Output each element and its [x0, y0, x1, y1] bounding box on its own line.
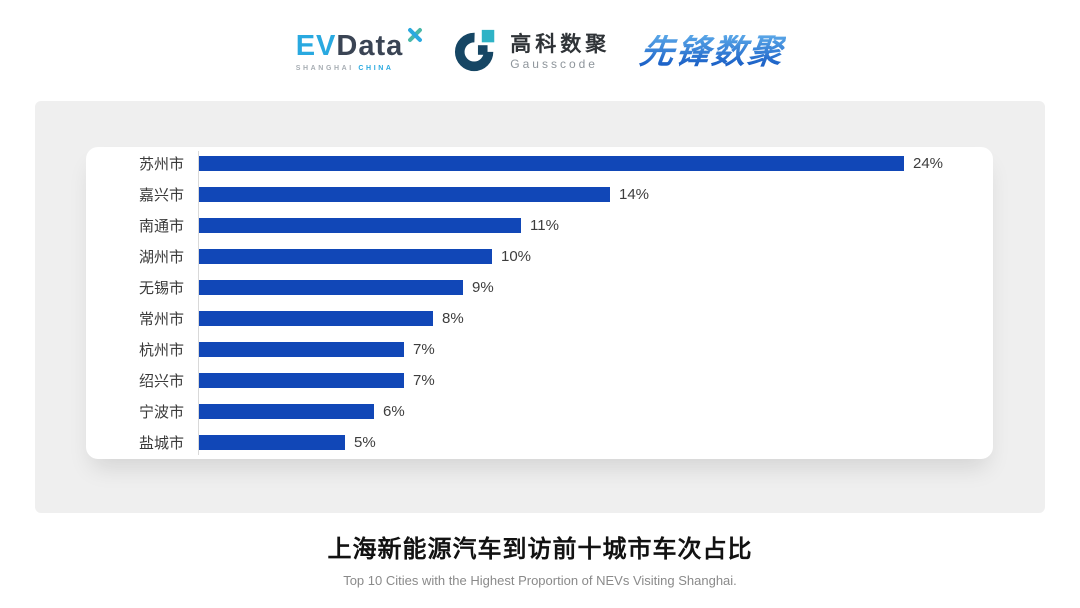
category-label: 南通市 — [138, 218, 184, 235]
bar — [198, 373, 404, 388]
bar — [198, 404, 374, 419]
evdata-subtext-china: CHINA — [358, 65, 394, 72]
chart-row: 盐城市 5% — [86, 427, 993, 458]
evdata-logo: EV Data SHANGHAI CHINA — [295, 27, 425, 72]
evdata-subtext-shanghai: SHANGHAI — [295, 65, 354, 72]
bar-chart: 苏州市 24% 嘉兴市 14% 南通市 11% 湖州市 10% 无锡市 9% 常州市 8% 杭州市 7% 绍… — [86, 147, 993, 459]
bar — [198, 249, 492, 264]
gausscode-wordmark: 高科数聚 Gausscode — [510, 33, 610, 71]
value-label: 6% — [383, 403, 405, 420]
bar-chart-rows: 苏州市 24% 嘉兴市 14% 南通市 11% 湖州市 10% 无锡市 9% 常州市 8% 杭州市 7% 绍… — [86, 148, 993, 458]
category-label: 无锡市 — [138, 280, 184, 297]
evdata-ev-text: EV — [295, 30, 337, 62]
gausscode-logo: 高科数聚 Gausscode — [454, 27, 610, 78]
value-label: 8% — [442, 310, 464, 327]
bar — [198, 342, 404, 357]
chart-row: 苏州市 24% — [86, 148, 993, 179]
bar — [198, 218, 521, 233]
chart-row: 湖州市 10% — [86, 241, 993, 272]
gausscode-g-icon — [454, 27, 500, 78]
bar — [198, 311, 433, 326]
bar — [198, 156, 904, 171]
y-axis-line — [198, 151, 199, 455]
bar — [198, 435, 345, 450]
value-label: 14% — [619, 186, 650, 203]
category-label: 绍兴市 — [138, 373, 184, 390]
chart-panel: 苏州市 24% 嘉兴市 14% 南通市 11% 湖州市 10% 无锡市 9% 常州市 8% 杭州市 7% 绍… — [35, 101, 1045, 513]
gausscode-name-cn: 高科数聚 — [510, 32, 611, 56]
category-label: 嘉兴市 — [138, 187, 184, 204]
chart-row: 宁波市 6% — [86, 396, 993, 427]
category-label: 宁波市 — [138, 404, 184, 421]
pioneer-logo: 先锋数聚 — [637, 33, 787, 71]
logo-bar: EV Data SHANGHAI CHINA 高科数聚 Gausscode 先 — [0, 22, 1080, 82]
evdata-x-icon — [406, 26, 424, 44]
evdata-wordmark: EV Data — [295, 27, 425, 62]
category-label: 常州市 — [138, 311, 184, 328]
chart-title: 上海新能源汽车到访前十城市车次占比 — [327, 536, 753, 563]
gausscode-name-en: Gausscode — [510, 57, 598, 72]
value-label: 11% — [530, 217, 559, 234]
value-label: 5% — [354, 434, 376, 451]
category-label: 杭州市 — [138, 342, 184, 359]
evdata-subtext: SHANGHAI CHINA — [296, 65, 394, 72]
bar — [198, 280, 463, 295]
value-label: 24% — [913, 155, 944, 172]
evdata-data-text: Data — [336, 30, 404, 62]
bar — [198, 187, 610, 202]
category-label: 盐城市 — [138, 435, 184, 452]
chart-row: 无锡市 9% — [86, 272, 993, 303]
category-label: 苏州市 — [138, 156, 184, 173]
chart-row: 绍兴市 7% — [86, 365, 993, 396]
chart-row: 南通市 11% — [86, 210, 993, 241]
chart-row: 常州市 8% — [86, 303, 993, 334]
value-label: 7% — [413, 341, 435, 358]
caption: 上海新能源汽车到访前十城市车次占比 Top 10 Cities with the… — [0, 529, 1080, 588]
chart-row: 杭州市 7% — [86, 334, 993, 365]
value-label: 10% — [501, 248, 532, 265]
value-label: 7% — [413, 372, 435, 389]
chart-subtitle: Top 10 Cities with the Highest Proportio… — [343, 573, 737, 588]
value-label: 9% — [472, 279, 494, 296]
chart-card: 苏州市 24% 嘉兴市 14% 南通市 11% 湖州市 10% 无锡市 9% 常州市 8% 杭州市 7% 绍… — [86, 147, 993, 459]
chart-row: 嘉兴市 14% — [86, 179, 993, 210]
category-label: 湖州市 — [138, 249, 184, 266]
